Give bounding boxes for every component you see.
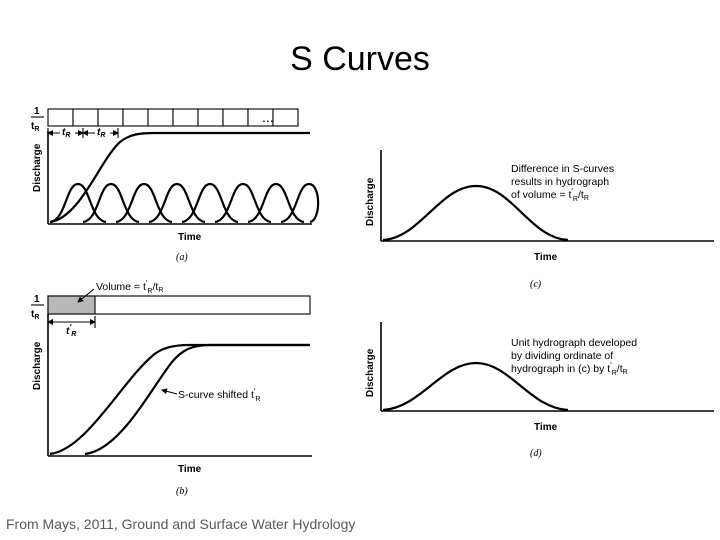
panel-b-rate-denominator: tR — [31, 309, 39, 321]
panel-c-note-line-3: of volume = t′R/tR — [511, 187, 589, 203]
panel-a-pulse-box — [197, 108, 224, 127]
panel-a-pulse-box — [272, 108, 299, 127]
panel-a-unit-hydrograph — [214, 182, 272, 224]
panel-a-unit-hydrograph — [148, 182, 206, 224]
panel-b-volume-label: Volume = t′R/tR — [96, 279, 163, 295]
panel-d: Discharge Time (d) Unit hydrograph devel… — [365, 322, 714, 459]
panel-b-y-label: Discharge — [32, 341, 43, 390]
panel-a-ellipsis: ... — [262, 109, 274, 125]
panel-a-pulse-box — [172, 108, 199, 127]
panel-d-unit-hydrograph — [382, 361, 569, 412]
panel-a-unit-hydrograph — [115, 182, 173, 224]
panel-b-s-curve-shifted — [84, 343, 310, 456]
panel-d-x-label: Time — [534, 422, 558, 433]
panel-c-y-label: Discharge — [365, 177, 376, 226]
panel-a-pulse-box — [72, 108, 99, 127]
panel-a-y-label: Discharge — [32, 143, 43, 192]
panel-c-note-line-1: Difference in S-curves — [511, 163, 614, 175]
panel-a-unit-hydrograph — [49, 182, 107, 224]
panel-a-x-label: Time — [178, 232, 202, 243]
panel-d-caption: (d) — [530, 448, 542, 459]
panel-b-volume-arrow — [77, 288, 95, 303]
source-credit: From Mays, 2011, Ground and Surface Wate… — [6, 516, 356, 532]
slide-title: S Curves — [290, 40, 430, 78]
panel-a-unit-hydrograph — [280, 182, 320, 224]
panel-c-note-line-2: results in hydrograph — [511, 176, 609, 188]
panel-a-unit-hydrograph — [82, 182, 140, 224]
panel-b-curve-label: S-curve shifted t′R — [178, 387, 260, 403]
panel-a-interval-label-1: tR — [62, 127, 70, 139]
panel-a-unit-hydrographs — [49, 182, 320, 224]
panel-a-rainfall-pulses — [47, 108, 299, 127]
panel-d-y-label: Discharge — [365, 348, 376, 397]
panel-d-note-line-2: by dividing ordinate of — [511, 350, 613, 362]
panel-a: 1 tR ... tR tR Discharge Time (a) — [31, 106, 320, 263]
panel-d-note-line-1: Unit hydrograph developed — [511, 337, 637, 349]
panel-b-volume-block — [47, 295, 96, 315]
panel-d-note-line-3: hydrograph in (c) by t′R/tR — [511, 361, 628, 377]
panel-b-caption: (b) — [176, 486, 188, 497]
panel-b-x-label: Time — [178, 464, 202, 475]
panel-a-unit-hydrograph — [247, 182, 305, 224]
panel-c-caption: (c) — [530, 279, 542, 290]
panel-a-unit-hydrograph — [181, 182, 239, 224]
panel-a-interval-label-2: tR — [97, 127, 105, 139]
panel-a-s-curve — [49, 131, 310, 224]
panel-a-pulse-box — [97, 108, 124, 127]
panel-a-pulse-box — [122, 108, 149, 127]
panel-a-caption: (a) — [176, 252, 188, 263]
panel-a-pulse-box — [147, 108, 174, 127]
panel-b-shift-label: t′R — [66, 323, 76, 338]
panel-c: Discharge Time (c) Difference in S-curve… — [365, 150, 714, 290]
panel-c-hydrograph — [382, 184, 569, 242]
panel-b-curve-arrow — [161, 388, 178, 395]
panel-c-x-label: Time — [534, 252, 558, 263]
panel-b-s-curve — [49, 343, 310, 456]
panel-b: 1 tR Volume = t′R/tR t′R Discharge Time … — [31, 279, 312, 497]
panel-a-rate-numerator: 1 — [34, 106, 40, 117]
panel-a-rate-denominator: tR — [31, 121, 39, 133]
panel-a-pulse-box — [222, 108, 249, 127]
panel-b-rate-numerator: 1 — [34, 294, 40, 305]
panel-a-pulse-box — [47, 108, 74, 127]
